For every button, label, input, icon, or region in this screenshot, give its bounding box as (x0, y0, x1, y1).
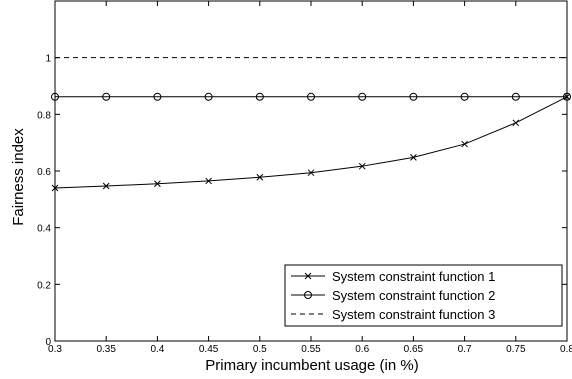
data-point (51, 184, 59, 192)
legend-label: System constraint function 2 (332, 288, 495, 303)
x-tick-label: 0.6 (355, 344, 369, 355)
y-tick-label: 0.8 (37, 110, 51, 121)
data-point (563, 92, 571, 101)
y-tick-label: 0.2 (37, 280, 51, 291)
y-tick-label: 1 (45, 54, 51, 65)
x-marker-stroke (358, 162, 366, 170)
legend-box (284, 264, 563, 327)
x-tick-label: 0.3 (48, 344, 62, 355)
data-point (51, 92, 59, 101)
x-tick-label: 0.35 (96, 344, 116, 355)
x-axis-label: Primary incumbent usage (in %) (205, 357, 418, 374)
data-point (255, 92, 264, 101)
x-tick-label: 0.75 (506, 344, 526, 355)
data-point (410, 154, 417, 161)
data-point (409, 92, 418, 101)
x-tick-label: 0.8 (560, 344, 572, 355)
y-axis-label: Fairness index (10, 128, 27, 226)
data-point (358, 162, 366, 170)
x-marker-stroke (461, 140, 468, 148)
x-tick-label: 0.55 (301, 344, 321, 355)
x-marker-stroke (256, 173, 264, 181)
x-tick-label: 0.4 (150, 344, 164, 355)
legend-item: System constraint function 3 (291, 307, 495, 322)
x-marker-stroke (410, 154, 417, 161)
data-point (205, 177, 212, 185)
x-marker-stroke (512, 119, 520, 127)
x-marker-stroke (307, 169, 315, 177)
series-2 (51, 92, 571, 101)
y-tick-label: 0.4 (37, 224, 51, 235)
legend-label: System constraint function 1 (332, 269, 495, 284)
legend-item: System constraint function 1 (291, 269, 495, 284)
data-point (256, 173, 264, 181)
legend-item: System constraint function 2 (291, 288, 495, 303)
data-point (102, 182, 110, 190)
data-point (358, 92, 367, 101)
data-point (461, 140, 468, 148)
data-point (102, 92, 111, 101)
x-marker-stroke (51, 184, 59, 192)
data-point (204, 92, 213, 101)
x-marker-stroke (304, 272, 312, 280)
data-point (512, 119, 520, 127)
legend-marker (304, 272, 312, 280)
legend-marker (304, 291, 312, 299)
data-point (154, 180, 161, 188)
x-marker-stroke (154, 180, 161, 188)
data-point (460, 92, 469, 101)
data-point (307, 92, 315, 101)
legend-label: System constraint function 3 (332, 307, 495, 322)
x-tick-label: 0.65 (404, 344, 424, 355)
data-point (511, 92, 520, 101)
data-point (307, 169, 315, 177)
x-tick-label: 0.7 (458, 344, 472, 355)
x-tick-label: 0.45 (199, 344, 219, 355)
x-marker-stroke (205, 177, 212, 185)
legend: System constraint function 1 System const… (284, 264, 563, 327)
y-tick-label: 0.6 (37, 167, 51, 178)
x-marker-stroke (102, 182, 110, 190)
data-point (153, 92, 162, 101)
y-tick-label: 0 (45, 337, 51, 348)
x-tick-label: 0.5 (253, 344, 267, 355)
